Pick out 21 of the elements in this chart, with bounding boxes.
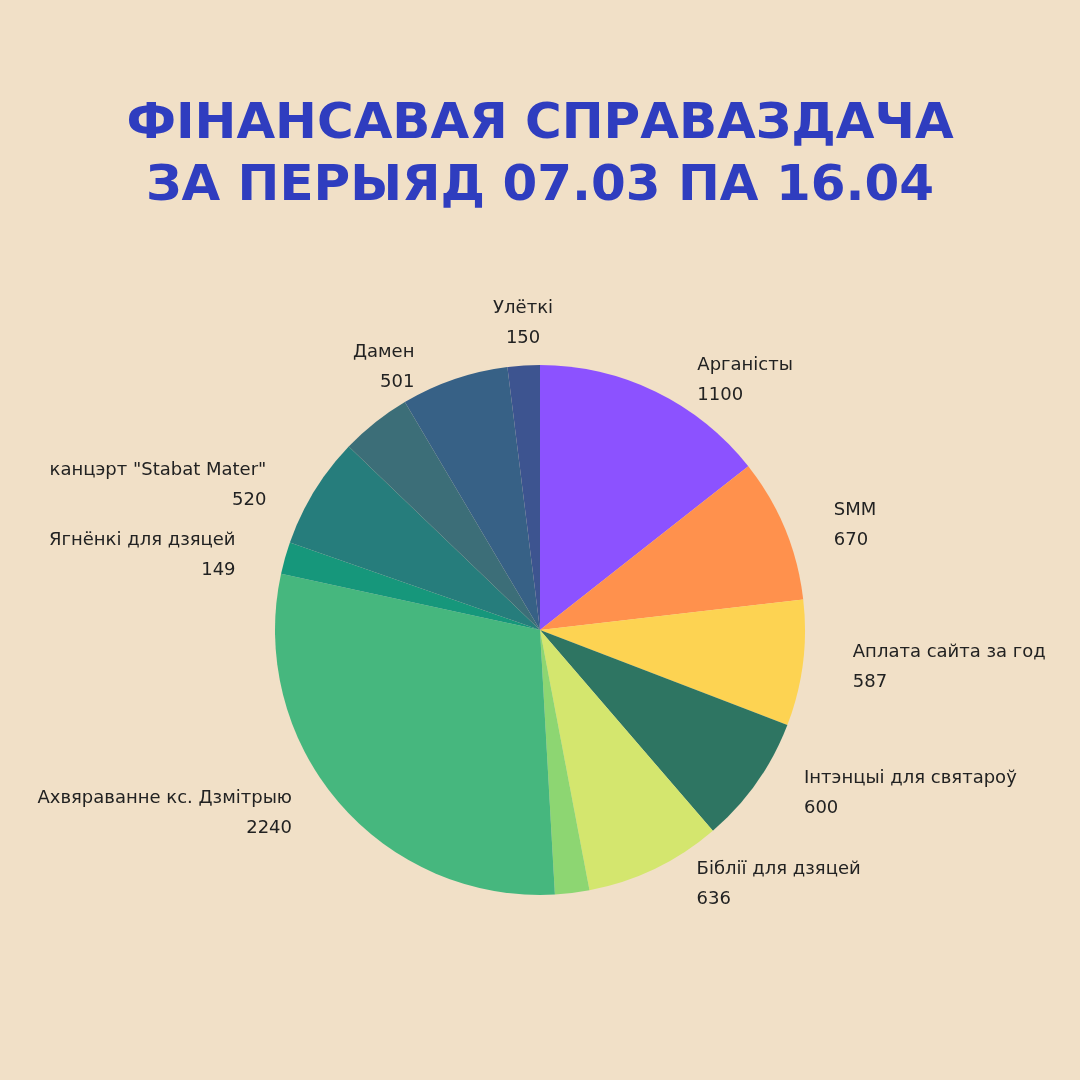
- slice-label: Аплата сайта за год: [852, 639, 1046, 661]
- data-label: 150: [505, 326, 541, 348]
- data-label: 636: [696, 886, 731, 908]
- data-label: 2240: [246, 816, 292, 838]
- data-label: 520: [232, 488, 267, 510]
- slice-label: Улёткі: [493, 296, 554, 318]
- data-label: 600: [803, 795, 839, 817]
- slice-label: Ягнёнкі для дзяцей: [49, 528, 236, 550]
- slice-label: Інтэнцыі для святароў: [803, 765, 1018, 787]
- data-label: 670: [833, 527, 869, 549]
- slice-label: SMM: [833, 497, 877, 519]
- slice-label: Арганісты: [697, 352, 793, 374]
- data-label: 1100: [697, 382, 744, 404]
- data-label: 587: [852, 669, 888, 691]
- slice-label: Дамен: [352, 339, 415, 361]
- slice-label: канцэрт "Stabat Mater": [49, 458, 267, 480]
- data-label: 149: [201, 558, 236, 580]
- slice-label: Ахвяраванне кс. Дзмітрыю: [37, 786, 292, 808]
- chart-title: ФІНАНСАВАЯ СПРАВАЗДАЧА ЗА ПЕРЫЯД 07.03 ПА 16.04: [126, 92, 954, 212]
- slice-label: Біблії для дзяцей: [696, 856, 861, 878]
- data-label: 501: [380, 369, 415, 391]
